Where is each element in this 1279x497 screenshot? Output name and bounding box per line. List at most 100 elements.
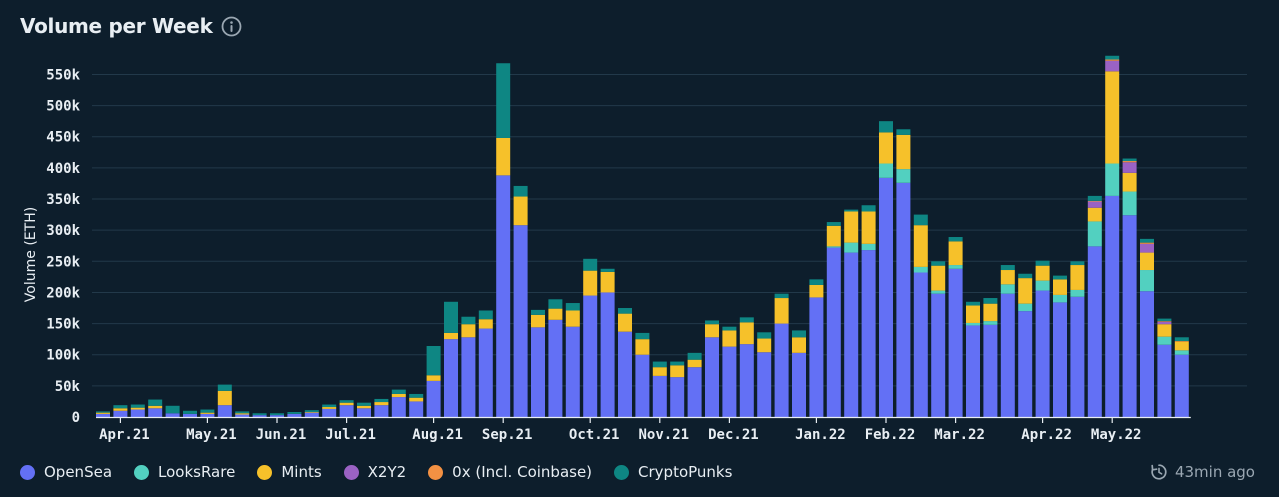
bar-cryptopunks[interactable]: [565, 303, 580, 311]
bar-opensea[interactable]: [217, 405, 232, 417]
bar-mints[interactable]: [548, 308, 563, 320]
bar-mints[interactable]: [652, 367, 667, 376]
bar-opensea[interactable]: [183, 413, 197, 417]
bar-0x-incl-coinbase[interactable]: [1157, 321, 1172, 322]
bar-opensea[interactable]: [896, 182, 911, 417]
bar-mints[interactable]: [478, 319, 493, 329]
bar-mints[interactable]: [409, 397, 424, 402]
bar-mints[interactable]: [618, 313, 632, 332]
bar-cryptopunks[interactable]: [461, 316, 476, 325]
bar-cryptopunks[interactable]: [496, 63, 511, 138]
bar-opensea[interactable]: [1174, 354, 1189, 417]
bar-cryptopunks[interactable]: [113, 405, 128, 409]
bar-opensea[interactable]: [931, 293, 946, 417]
bar-mints[interactable]: [1053, 279, 1067, 295]
bar-looksrare[interactable]: [1035, 280, 1050, 291]
bar-opensea[interactable]: [548, 319, 563, 417]
bar-mints[interactable]: [113, 408, 128, 411]
bar-cryptopunks[interactable]: [478, 310, 493, 320]
bar-mints[interactable]: [130, 407, 145, 410]
bar-opensea[interactable]: [809, 297, 824, 417]
bar-mints[interactable]: [217, 390, 232, 406]
bar-opensea[interactable]: [391, 397, 406, 417]
bar-opensea[interactable]: [1053, 302, 1067, 417]
bar-cryptopunks[interactable]: [409, 393, 424, 398]
bar-looksrare[interactable]: [1122, 191, 1137, 216]
bar-mints[interactable]: [600, 271, 615, 293]
bar-opensea[interactable]: [1018, 311, 1033, 417]
bar-mints[interactable]: [861, 211, 876, 244]
bar-mints[interactable]: [374, 402, 389, 406]
bar-cryptopunks[interactable]: [966, 301, 980, 306]
bar-opensea[interactable]: [270, 415, 284, 417]
bar-cryptopunks[interactable]: [652, 361, 667, 368]
bar-opensea[interactable]: [774, 323, 789, 417]
bar-opensea[interactable]: [304, 412, 319, 417]
bar-mints[interactable]: [513, 196, 528, 226]
bar-x2y2[interactable]: [1122, 162, 1137, 173]
bar-mints[interactable]: [1122, 172, 1137, 192]
bar-0x-incl-coinbase[interactable]: [1105, 59, 1120, 61]
bar-cryptopunks[interactable]: [252, 413, 267, 416]
bar-cryptopunks[interactable]: [165, 405, 180, 414]
bar-looksrare[interactable]: [931, 290, 946, 294]
bar-opensea[interactable]: [478, 328, 493, 417]
bar-cryptopunks[interactable]: [148, 399, 163, 406]
bar-opensea[interactable]: [600, 292, 615, 417]
bar-opensea[interactable]: [130, 409, 145, 417]
bar-mints[interactable]: [983, 303, 998, 322]
bar-opensea[interactable]: [252, 415, 267, 417]
bar-mints[interactable]: [96, 412, 110, 414]
bar-looksrare[interactable]: [896, 169, 911, 183]
bar-cryptopunks[interactable]: [391, 389, 406, 394]
bar-cryptopunks[interactable]: [931, 261, 946, 266]
bar-looksrare[interactable]: [1105, 163, 1120, 196]
bar-opensea[interactable]: [722, 346, 737, 417]
bar-opensea[interactable]: [652, 375, 667, 417]
bar-cryptopunks[interactable]: [739, 317, 754, 323]
legend-item-mints[interactable]: Mints: [257, 463, 322, 481]
bar-looksrare[interactable]: [1070, 289, 1085, 297]
bar-opensea[interactable]: [983, 324, 998, 417]
bar-cryptopunks[interactable]: [1018, 273, 1033, 279]
bar-0x-incl-coinbase[interactable]: [1140, 242, 1154, 244]
bar-x2y2[interactable]: [1087, 201, 1102, 208]
bar-opensea[interactable]: [287, 413, 302, 417]
bar-cryptopunks[interactable]: [322, 404, 337, 408]
bar-mints[interactable]: [948, 241, 963, 266]
bar-opensea[interactable]: [357, 408, 371, 417]
bar-mints[interactable]: [826, 225, 841, 247]
bar-opensea[interactable]: [374, 405, 389, 417]
bar-mints[interactable]: [722, 330, 737, 347]
bar-cryptopunks[interactable]: [1053, 275, 1067, 280]
bar-opensea[interactable]: [531, 327, 545, 417]
bar-mints[interactable]: [809, 284, 824, 298]
bar-cryptopunks[interactable]: [896, 129, 911, 135]
bar-mints[interactable]: [426, 375, 441, 381]
bar-0x-incl-coinbase[interactable]: [1174, 341, 1189, 342]
bar-looksrare[interactable]: [966, 322, 980, 326]
bar-cryptopunks[interactable]: [374, 398, 389, 403]
legend-item-looksrare[interactable]: LooksRare: [134, 463, 235, 481]
legend-item-0x[interactable]: 0x (Incl. Coinbase): [428, 463, 592, 481]
bar-mints[interactable]: [391, 393, 406, 398]
bar-cryptopunks[interactable]: [844, 209, 859, 212]
bar-cryptopunks[interactable]: [183, 410, 197, 414]
bar-mints[interactable]: [896, 134, 911, 170]
bar-cryptopunks[interactable]: [722, 326, 737, 331]
bar-mints[interactable]: [304, 412, 319, 413]
bar-looksrare[interactable]: [1087, 221, 1102, 247]
bar-opensea[interactable]: [826, 247, 841, 417]
bar-opensea[interactable]: [322, 408, 337, 417]
bar-opensea[interactable]: [792, 352, 806, 417]
bar-cryptopunks[interactable]: [792, 330, 806, 338]
bar-opensea[interactable]: [165, 413, 180, 417]
bar-cryptopunks[interactable]: [1140, 238, 1154, 243]
bar-mints[interactable]: [1174, 341, 1189, 351]
bar-cryptopunks[interactable]: [600, 268, 615, 272]
bar-looksrare[interactable]: [861, 243, 876, 251]
bar-cryptopunks[interactable]: [1157, 318, 1172, 322]
bar-opensea[interactable]: [444, 339, 458, 417]
bar-cryptopunks[interactable]: [1105, 55, 1120, 60]
bar-mints[interactable]: [670, 365, 685, 378]
